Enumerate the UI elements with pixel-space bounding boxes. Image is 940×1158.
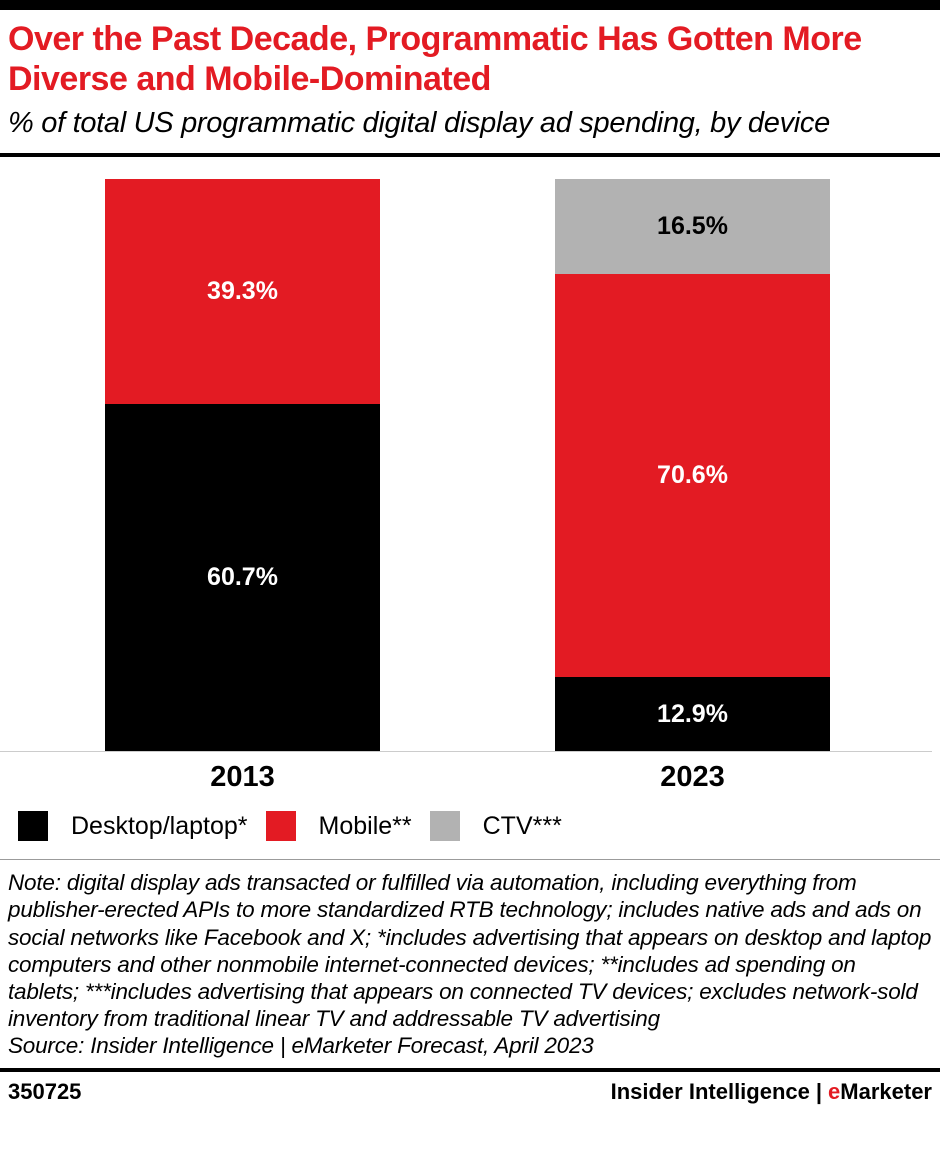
note-divider: [0, 859, 940, 861]
bar-segment-mobile: 39.3%: [105, 179, 380, 404]
brand-pipe: |: [815, 1078, 823, 1104]
brand-emarketer-rest: Marketer: [840, 1078, 932, 1104]
brand-logo: Insider Intelligence | eMarketer: [611, 1079, 932, 1105]
chart-header: Over the Past Decade, Programmatic Has G…: [0, 10, 940, 142]
header-divider: [0, 153, 940, 158]
chart-subtitle: % of total US programmatic digital displ…: [8, 107, 830, 140]
legend-swatch: [429, 811, 460, 842]
value-label: 16.5%: [657, 211, 728, 240]
legend-item-ctv: CTV***: [429, 811, 562, 842]
brand-emarketer-e: e: [828, 1078, 841, 1104]
value-label: 60.7%: [207, 563, 278, 592]
stacked-bar-2013: 60.7% 39.3%: [105, 179, 380, 752]
legend-item-desktop: Desktop/laptop*: [18, 811, 248, 842]
source-text: Source: Insider Intelligence | eMarketer…: [8, 1033, 594, 1059]
bar-segment-desktop-laptop: 12.9%: [555, 677, 830, 752]
value-label: 12.9%: [657, 699, 728, 728]
legend-item-mobile: Mobile**: [265, 811, 412, 842]
legend: Desktop/laptop* Mobile** CTV***: [0, 794, 940, 855]
legend-swatch: [18, 811, 48, 842]
brand-insider-intelligence: Insider Intelligence: [610, 1078, 810, 1104]
note-text: Note: digital display ads transacted or …: [8, 870, 932, 1032]
value-label: 70.6%: [657, 460, 728, 489]
legend-label: Desktop/laptop*: [71, 811, 248, 840]
x-axis-label-2013: 2013: [210, 761, 275, 794]
bar-segment-ctv: 16.5%: [555, 179, 830, 274]
footer: 350725 Insider Intelligence | eMarketer: [0, 1067, 940, 1113]
legend-label: CTV***: [482, 811, 562, 840]
value-label: 39.3%: [207, 277, 278, 306]
legend-label: Mobile**: [318, 811, 412, 840]
chart-title: Over the Past Decade, Programmatic Has G…: [8, 20, 862, 99]
stacked-bar-2023: 12.9% 70.6% 16.5%: [555, 179, 830, 752]
x-axis-labels: 2013 2023: [0, 761, 940, 794]
bar-segment-desktop-laptop: 60.7%: [105, 403, 380, 752]
bar-segment-mobile: 70.6%: [555, 273, 830, 678]
x-axis-label-2023: 2023: [660, 761, 725, 794]
plot-area: 60.7% 39.3% 12.9% 70.6% 16.5%: [0, 179, 932, 753]
top-accent-bar: [0, 0, 940, 10]
chart-id: 350725: [8, 1078, 82, 1104]
legend-swatch: [265, 811, 296, 842]
